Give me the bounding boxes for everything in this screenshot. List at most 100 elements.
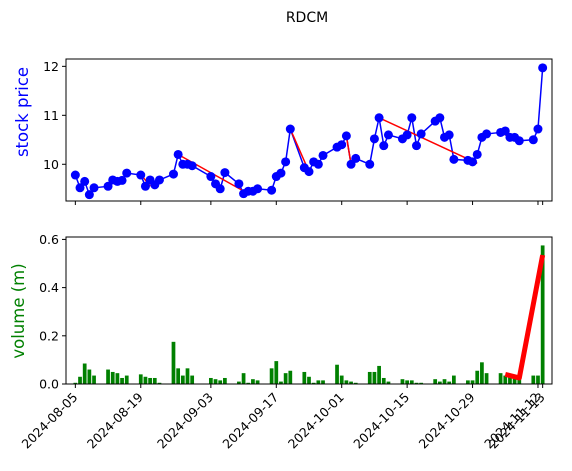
price-point: [538, 63, 548, 73]
x-tick-label: 2024-10-01: [285, 390, 347, 452]
price-point: [500, 126, 510, 136]
price-point: [341, 131, 351, 141]
volume-marks: [73, 245, 546, 384]
plot-frame: [65, 236, 553, 385]
price-point: [374, 113, 384, 123]
volume-bar: [405, 380, 410, 384]
volume-bar: [508, 375, 512, 384]
price-trend-line: [345, 135, 352, 165]
volume-bar: [503, 375, 508, 384]
volume-bar: [372, 371, 377, 384]
price-point: [234, 179, 244, 189]
volume-bar: [466, 380, 470, 384]
price-point: [122, 168, 132, 178]
volume-bar: [344, 380, 349, 384]
volume-bar: [92, 375, 96, 384]
volume-bar: [451, 375, 456, 384]
volume-bar: [208, 377, 213, 384]
volume-bar: [138, 374, 143, 384]
volume-bar: [419, 382, 424, 384]
price-point: [365, 159, 375, 169]
price-point: [514, 136, 524, 146]
volume-bar: [353, 382, 358, 384]
volume-bar: [148, 377, 152, 384]
price-point: [84, 190, 94, 200]
price-point: [253, 184, 263, 194]
volume-bar: [246, 382, 251, 384]
volume-bar: [409, 380, 414, 384]
volume-bar: [414, 382, 419, 384]
volume-bar: [302, 371, 307, 384]
y-tick-label: 0.4: [39, 280, 59, 295]
volume-bar: [241, 373, 246, 384]
volume-bar: [255, 380, 260, 384]
volume-bar: [470, 380, 475, 384]
price-point: [444, 130, 454, 140]
price-point: [154, 175, 164, 185]
price-point: [337, 140, 347, 150]
price-trend-line: [378, 117, 478, 164]
price-point: [103, 181, 113, 191]
price-point: [407, 113, 417, 123]
price-point: [168, 169, 178, 179]
volume-bar: [484, 373, 489, 384]
price-point: [449, 154, 459, 164]
volume-bar: [288, 370, 293, 384]
volume-bar: [120, 377, 124, 384]
volume-bar: [78, 376, 82, 384]
volume-bar: [512, 375, 517, 384]
volume-bar: [152, 377, 157, 384]
price-point: [187, 161, 197, 171]
volume-bar: [283, 373, 288, 384]
price-point: [528, 135, 538, 145]
volume-bar: [176, 368, 181, 384]
price-point: [369, 134, 379, 144]
price-point: [75, 183, 85, 193]
volume-bar: [339, 375, 344, 384]
price-point: [482, 129, 492, 139]
price-point: [206, 172, 216, 182]
volume-bar: [73, 382, 78, 384]
volume-bar: [447, 381, 452, 384]
volume-bar: [269, 368, 274, 384]
volume-bar: [251, 379, 255, 384]
price-point: [285, 124, 295, 134]
price-point: [533, 124, 543, 134]
y-tick-label: 12: [43, 59, 59, 74]
price-point: [351, 153, 361, 163]
price-point: [411, 141, 421, 151]
volume-bar: [381, 377, 386, 384]
volume-bar: [480, 362, 484, 384]
volume-bar: [377, 365, 381, 384]
x-tick-label: 2024-11-13: [486, 390, 548, 452]
volume-bar: [213, 379, 218, 384]
price-axes: 10 11 12: [43, 58, 553, 205]
price-axis-label: stock price: [13, 67, 32, 157]
price-point: [281, 157, 291, 167]
volume-bar: [274, 361, 279, 384]
volume-bar: [82, 363, 87, 384]
volume-bar: [143, 376, 148, 384]
volume-bar: [400, 379, 405, 384]
volume-bar: [223, 377, 227, 384]
y-tick-label: 0.2: [39, 328, 59, 343]
volume-bar: [185, 368, 190, 384]
volume-bar: [180, 375, 185, 384]
price-point: [267, 185, 277, 195]
volume-bar: [279, 381, 283, 384]
volume-bar: [335, 364, 339, 384]
price-point: [383, 130, 393, 140]
y-tick-label: 11: [43, 108, 59, 123]
volume-bar: [498, 373, 503, 384]
x-tick-label: 2024-10-29: [416, 389, 478, 451]
volume-bar: [437, 381, 442, 384]
volume-bar: [475, 370, 480, 384]
volume-bar: [218, 380, 223, 384]
volume-bar: [311, 382, 316, 384]
price-point: [435, 113, 445, 123]
y-tick-label: 0.6: [39, 232, 59, 247]
volume-bar: [536, 375, 540, 384]
volume-bar: [307, 376, 311, 384]
